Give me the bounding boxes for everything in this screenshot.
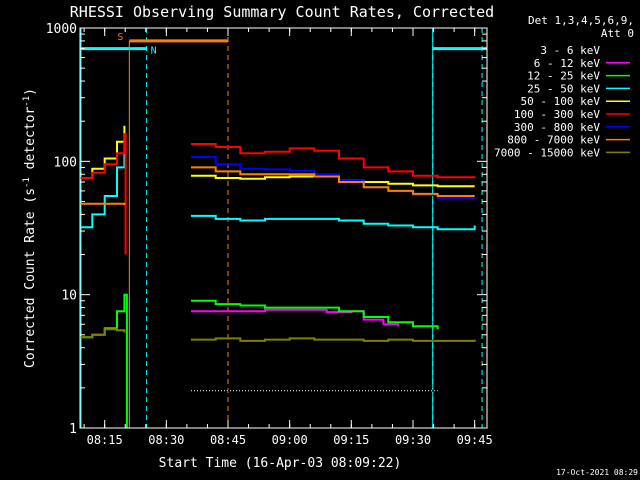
x-tick-label-5: 09:30 <box>395 433 431 447</box>
series-5-segment-1 <box>191 143 476 179</box>
legend-label-8: 7000 - 15000 keV <box>494 146 600 159</box>
y-axis-label-prefix: Corrected Count Rate (s <box>23 188 38 368</box>
legend-label-4: 50 - 100 keV <box>521 95 601 108</box>
plot-frame <box>79 27 488 429</box>
legend-label-3: 25 - 50 keV <box>527 82 600 95</box>
x-tick-label-0: 08:15 <box>87 433 123 447</box>
series-3-segment-0 <box>80 141 126 229</box>
y-axis: 1 10 100 1000 <box>46 22 487 437</box>
legend-label-2: 12 - 25 keV <box>527 70 600 83</box>
x-axis: 08:15 08:30 08:45 09:00 09:15 09:30 09:45 <box>83 28 493 447</box>
generation-timestamp: 17-Oct-2021 08:29 <box>556 468 638 477</box>
series-7-segment-0 <box>80 202 126 206</box>
series-8-segment-1 <box>191 337 476 342</box>
x-tick-label-6: 09:45 <box>457 433 493 447</box>
x-tick-label-1: 08:30 <box>148 433 184 447</box>
chart-title: RHESSI Observing Summary Count Rates, Co… <box>70 3 494 21</box>
saa-flag-label: S <box>117 32 123 43</box>
series-2-segment-1 <box>191 299 439 330</box>
x-tick-label-3: 09:00 <box>272 433 308 447</box>
y-tick-label-0: 1 <box>69 422 77 437</box>
y-axis-label-suffix: detector <box>23 107 38 178</box>
x-tick-label-4: 09:15 <box>333 433 369 447</box>
series-7-segment-1 <box>191 166 475 197</box>
x-axis-label: Start Time (16-Apr-03 08:09:22) <box>159 456 402 471</box>
y-axis-label-close: ) <box>23 88 38 96</box>
y-axis-label-exponent: -1 <box>22 177 32 188</box>
legend-header-attenuator: Att 0 <box>601 27 634 40</box>
series-8 <box>80 328 476 342</box>
legend-label-7: 800 - 7000 keV <box>507 134 600 147</box>
x-tick-label-2: 08:45 <box>210 433 246 447</box>
series-8-segment-0 <box>80 328 126 339</box>
y-tick-label-2: 100 <box>54 155 77 170</box>
y-tick-label-3: 1000 <box>46 22 77 37</box>
legend-label-1: 6 - 12 keV <box>534 57 601 70</box>
legend-label-0: 3 - 6 keV <box>540 44 600 57</box>
series-7 <box>80 166 475 206</box>
legend-label-5: 100 - 300 keV <box>514 108 600 121</box>
night-flag-label: N <box>151 46 157 57</box>
plot-area: SN <box>80 28 487 428</box>
y-axis-label-exponent-2: -1 <box>22 96 32 107</box>
y-tick-label-1: 10 <box>61 289 77 304</box>
series-3 <box>80 141 476 231</box>
series-5 <box>80 133 476 255</box>
legend-header-detectors: Det 1,3,4,5,6,9, <box>528 14 634 27</box>
legend-label-6: 300 - 800 keV <box>514 121 600 134</box>
y-axis-label: Corrected Count Rate (s-1 detector-1) <box>22 88 38 368</box>
series-3-segment-1 <box>191 214 476 231</box>
series-5-segment-0 <box>80 133 127 255</box>
